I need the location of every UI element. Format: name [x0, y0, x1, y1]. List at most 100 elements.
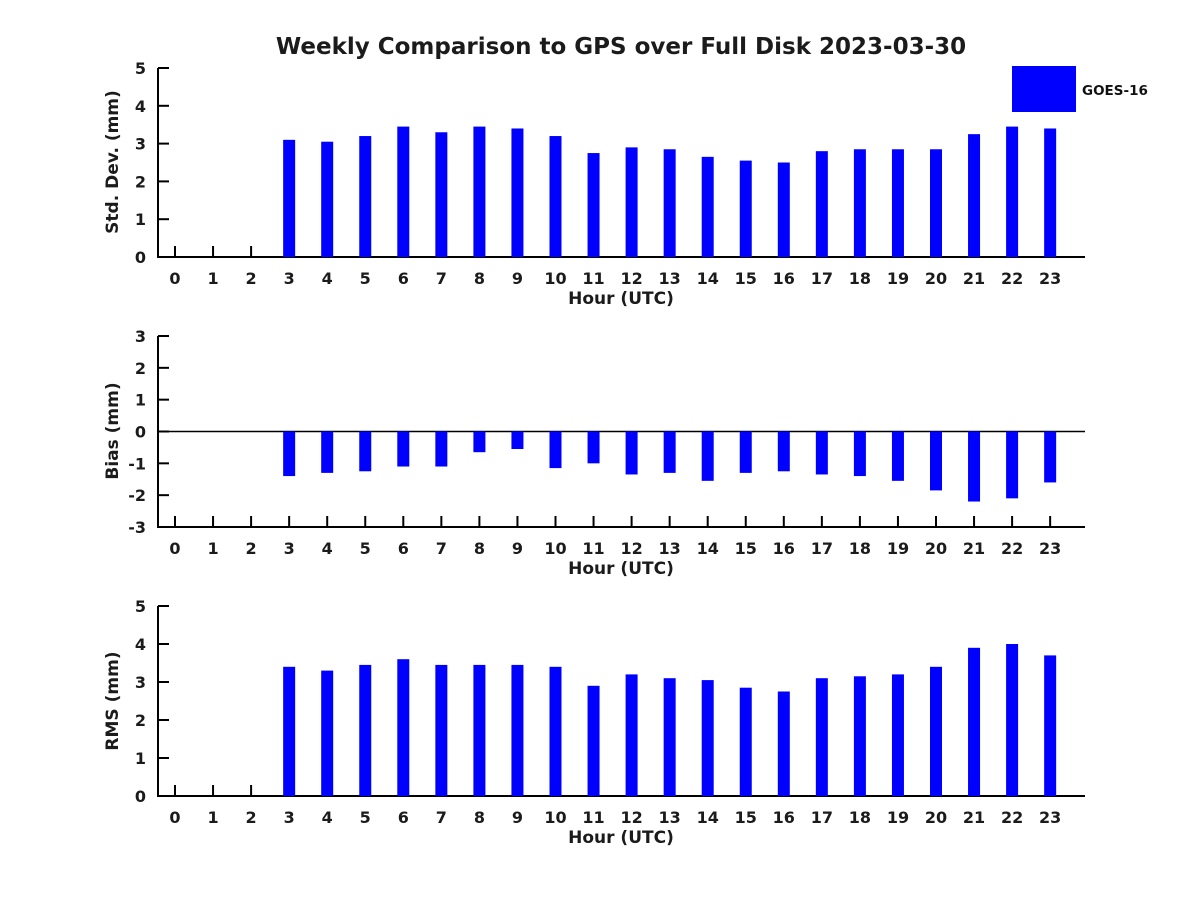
bar-hour-22 — [1006, 644, 1019, 796]
bar-hour-20 — [930, 431, 942, 491]
bar-hour-15 — [739, 160, 752, 257]
x-tick-label: 6 — [398, 539, 409, 558]
bar-hour-22 — [1006, 431, 1019, 499]
bar-hour-16 — [777, 691, 790, 796]
x-tick-label: 23 — [1039, 269, 1061, 288]
x-tick-label: 23 — [1039, 539, 1061, 558]
bar-hour-8 — [473, 431, 486, 453]
x-tick-label: 17 — [811, 539, 833, 558]
bar-hour-17 — [815, 151, 828, 257]
x-tick-label: 1 — [207, 808, 218, 827]
x-tick-label: 21 — [963, 539, 985, 558]
bar-hour-18 — [853, 431, 866, 477]
x-tick-label: 9 — [512, 808, 523, 827]
bar-hour-21 — [968, 134, 981, 257]
x-tick-label: 10 — [544, 808, 566, 827]
bar-hour-23 — [1044, 431, 1057, 483]
x-tick-label: 7 — [436, 539, 447, 558]
x-tick-label: 8 — [474, 539, 485, 558]
y-tick-label: 1 — [135, 210, 146, 229]
bar-hour-4 — [321, 670, 334, 796]
bar-hour-12 — [625, 431, 638, 475]
x-tick-label: 19 — [887, 269, 909, 288]
legend-label: GOES-16 — [1082, 83, 1148, 99]
bar-hour-9 — [511, 664, 524, 796]
x-tick-label: 19 — [887, 808, 909, 827]
x-tick-label: 12 — [620, 269, 642, 288]
x-tick-label: 12 — [620, 539, 642, 558]
x-tick-label: 9 — [512, 539, 523, 558]
x-tick-label: 10 — [544, 269, 566, 288]
bar-hour-10 — [549, 431, 562, 469]
x-tick-label: 2 — [246, 269, 257, 288]
bar-hour-23 — [1044, 655, 1057, 796]
bar-hour-13 — [663, 678, 676, 796]
bar-hour-9 — [511, 431, 524, 450]
y-tick-label: 5 — [135, 597, 146, 616]
x-tick-label: 15 — [735, 269, 757, 288]
y-tick-label: 0 — [135, 423, 146, 442]
legend-swatch — [1012, 66, 1076, 112]
x-tick-label: 17 — [811, 808, 833, 827]
bar-hour-7 — [435, 664, 448, 796]
x-tick-label: 8 — [474, 269, 485, 288]
bar-hour-13 — [663, 431, 676, 473]
x-tick-label: 20 — [925, 539, 947, 558]
x-tick-label: 20 — [925, 269, 947, 288]
x-tick-label: 20 — [925, 808, 947, 827]
bar-hour-3 — [283, 139, 296, 257]
y-tick-label: -3 — [128, 518, 146, 537]
y-tick-label: 1 — [135, 391, 146, 410]
x-tick-label: 0 — [169, 269, 180, 288]
y-tick-label: 4 — [135, 97, 146, 116]
axis-spines — [157, 68, 1085, 258]
x-tick-label: 6 — [398, 269, 409, 288]
bar-hour-20 — [930, 666, 942, 796]
y-axis-title-bias: Bias (mm) — [103, 382, 123, 479]
y-axis-title-rms: RMS (mm) — [103, 651, 123, 750]
x-tick-label: 5 — [360, 269, 371, 288]
bar-hour-19 — [891, 431, 904, 481]
x-tick-label: 4 — [322, 539, 333, 558]
x-tick-label: 5 — [360, 539, 371, 558]
x-tick-label: 21 — [963, 808, 985, 827]
x-tick-label: 13 — [659, 808, 681, 827]
bar-hour-12 — [625, 147, 638, 257]
bar-hour-14 — [701, 680, 714, 796]
bar-hour-4 — [321, 141, 334, 257]
bar-hour-11 — [587, 153, 600, 257]
bar-hour-11 — [587, 431, 600, 464]
bar-hour-6 — [397, 126, 410, 257]
x-tick-label: 18 — [849, 269, 871, 288]
x-tick-label: 3 — [284, 808, 295, 827]
bar-hour-6 — [397, 659, 410, 796]
x-tick-label: 7 — [436, 269, 447, 288]
x-tick-label: 1 — [207, 539, 218, 558]
x-tick-label: 0 — [169, 808, 180, 827]
y-tick-label: 2 — [135, 172, 146, 191]
bar-hour-8 — [473, 126, 486, 257]
x-axis-title-2: Hour (UTC) — [568, 559, 674, 579]
y-tick-label: 1 — [135, 749, 146, 768]
x-tick-label: 3 — [284, 539, 295, 558]
x-tick-label: 16 — [773, 269, 795, 288]
x-tick-label: 17 — [811, 269, 833, 288]
bar-hour-15 — [739, 687, 752, 796]
bar-hour-22 — [1006, 126, 1019, 257]
bar-hour-11 — [587, 685, 600, 796]
x-tick-label: 22 — [1001, 269, 1023, 288]
bar-hour-16 — [777, 431, 790, 472]
bar-hour-15 — [739, 431, 752, 473]
x-axis-title-1: Hour (UTC) — [568, 289, 674, 309]
x-tick-label: 13 — [659, 539, 681, 558]
x-tick-label: 16 — [773, 808, 795, 827]
bar-hour-5 — [359, 664, 372, 796]
legend: GOES-16 — [1012, 66, 1148, 112]
bar-hour-9 — [511, 128, 524, 257]
x-tick-label: 2 — [246, 808, 257, 827]
y-axis-title-std-dev: Std. Dev. (mm) — [103, 90, 123, 234]
x-tick-label: 18 — [849, 808, 871, 827]
x-axis-title-3: Hour (UTC) — [568, 828, 674, 848]
